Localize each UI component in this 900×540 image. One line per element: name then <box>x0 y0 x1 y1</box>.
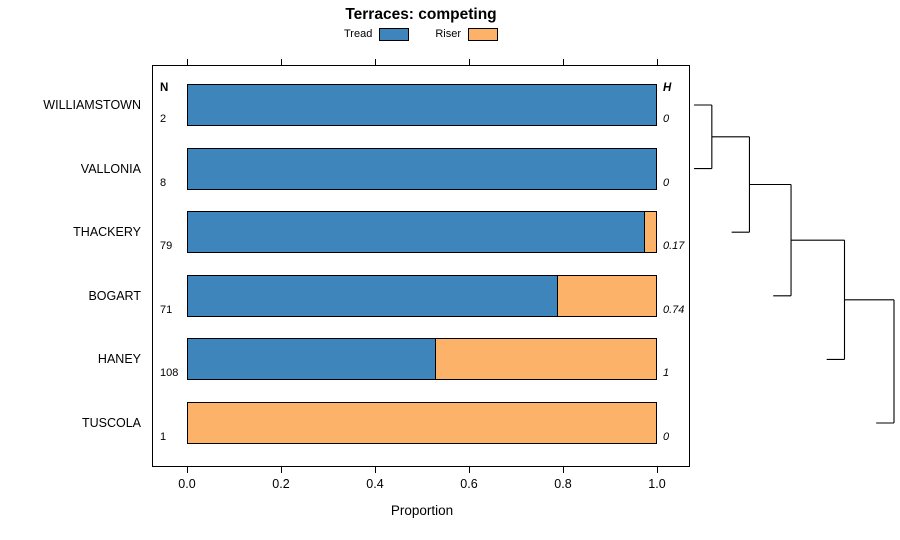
tread-bar-segment <box>187 84 657 126</box>
y-axis-label: WILLIAMSTOWN <box>43 98 141 112</box>
bar-row <box>187 338 657 381</box>
legend-item: Tread <box>344 27 410 41</box>
legend-label: Riser <box>435 28 461 40</box>
chart-title: Terraces: competing <box>345 6 497 23</box>
n-value: 108 <box>160 367 179 380</box>
column-header-h: H <box>663 82 672 94</box>
h-value: 0 <box>663 176 670 189</box>
x-tick-label: 1.0 <box>648 477 666 491</box>
riser-swatch <box>468 27 498 41</box>
x-tick-bottom <box>562 467 564 473</box>
bar-row <box>187 274 657 317</box>
x-tick-label: 0.6 <box>460 477 478 491</box>
n-value: 1 <box>160 431 167 443</box>
x-tick-top <box>468 59 470 65</box>
x-tick-top <box>186 59 188 65</box>
n-value: 2 <box>160 113 167 125</box>
x-tick-top <box>562 59 564 65</box>
legend: Tread Riser <box>152 26 690 42</box>
x-tick-bottom <box>280 467 282 473</box>
riser-bar-segment <box>645 211 657 254</box>
riser-bar-segment <box>558 274 657 317</box>
x-tick-bottom <box>186 467 188 473</box>
x-tick-bottom <box>374 467 376 473</box>
legend-item: Riser <box>435 27 498 41</box>
x-tick-top <box>280 59 282 65</box>
bar-row <box>187 147 657 190</box>
x-tick-label: 0.4 <box>366 477 384 491</box>
h-value: 0 <box>663 431 670 443</box>
column-header-n: N <box>160 82 169 94</box>
y-axis-label: VALLONIA <box>80 161 141 176</box>
x-tick-bottom <box>468 467 470 473</box>
h-value: 0.74 <box>663 303 685 316</box>
x-tick-bottom <box>656 467 658 473</box>
x-tick-label: 0.2 <box>272 477 290 491</box>
h-value: 0.17 <box>663 240 685 253</box>
y-axis-label: THACKERY <box>73 225 141 240</box>
x-tick-label: 0.8 <box>554 477 572 491</box>
y-axis-label: TUSCOLA <box>81 416 141 430</box>
x-tick-top <box>656 59 658 65</box>
x-tick-label: 0.0 <box>178 477 196 491</box>
n-value: 71 <box>160 303 173 316</box>
riser-bar-segment <box>436 338 657 381</box>
y-axis-label: HANEY <box>97 352 141 367</box>
tread-bar-segment <box>187 274 559 317</box>
bar-row <box>187 84 657 126</box>
bar-row <box>187 211 657 254</box>
n-value: 8 <box>160 176 167 189</box>
h-value: 0 <box>663 113 670 125</box>
legend-label: Tread <box>344 28 373 40</box>
tread-bar-segment <box>187 338 437 381</box>
tread-swatch <box>379 27 410 41</box>
n-value: 79 <box>160 240 173 253</box>
y-axis-label: BOGART <box>88 288 141 303</box>
x-axis-label: Proportion <box>390 503 454 518</box>
tread-bar-segment <box>187 147 657 190</box>
x-tick-top <box>374 59 376 65</box>
plot-border <box>152 65 690 467</box>
bar-row <box>187 402 657 444</box>
riser-bar-segment <box>187 402 657 444</box>
dendrogram <box>694 104 895 424</box>
h-value: 1 <box>663 367 670 380</box>
tread-bar-segment <box>187 211 646 254</box>
